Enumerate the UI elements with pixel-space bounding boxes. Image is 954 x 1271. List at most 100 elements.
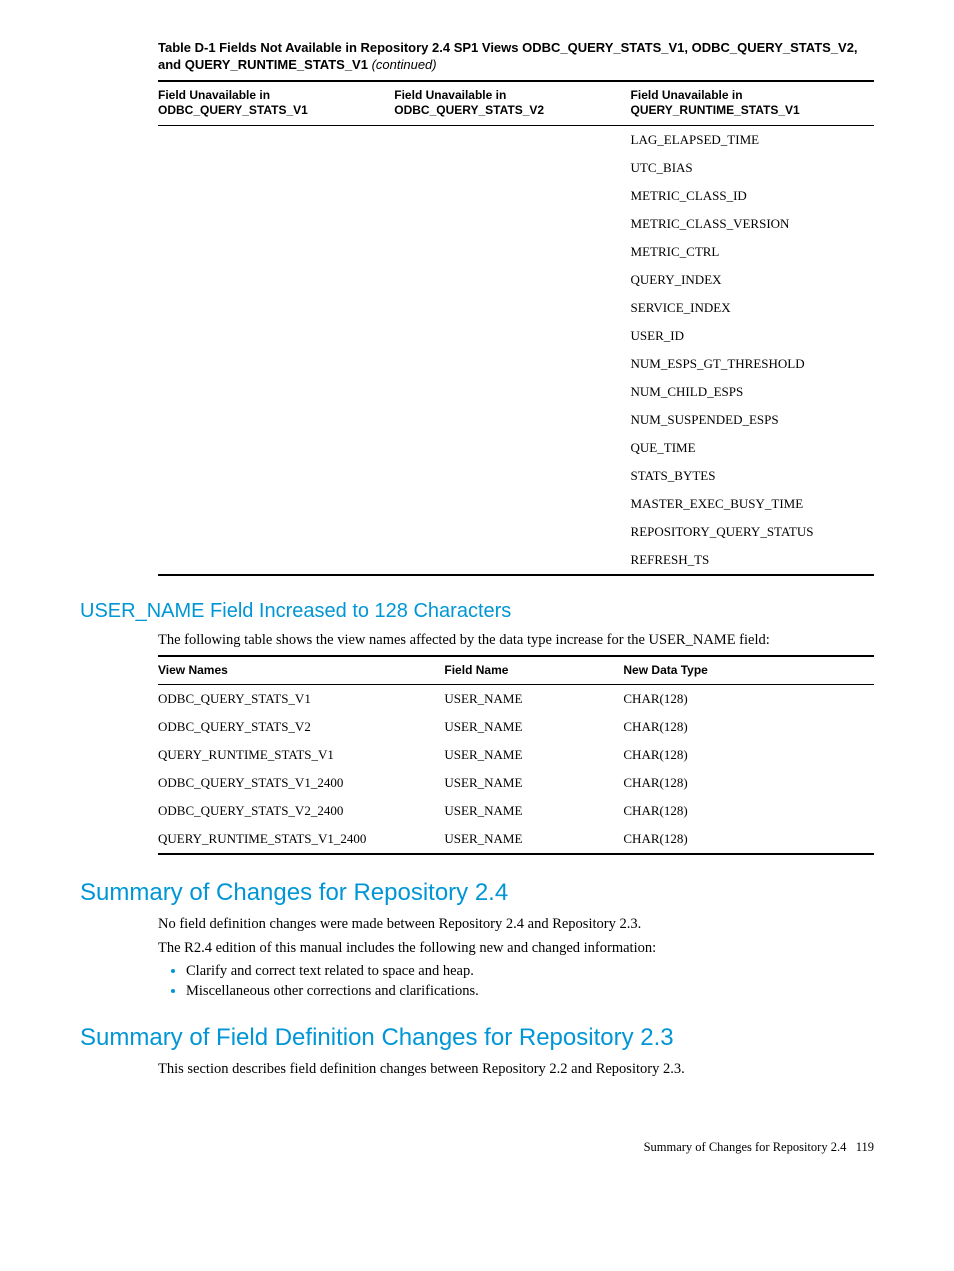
table-cell: ODBC_QUERY_STATS_V1_2400: [158, 769, 444, 797]
table-cell: [394, 462, 630, 490]
section1-heading: USER_NAME Field Increased to 128 Charact…: [80, 600, 874, 623]
table-row: METRIC_CLASS_ID: [158, 182, 874, 210]
table-row: ODBC_QUERY_STATS_V2_2400USER_NAMECHAR(12…: [158, 797, 874, 825]
table-cell: [394, 322, 630, 350]
table-cell: [158, 434, 394, 462]
table-row: USER_ID: [158, 322, 874, 350]
table-cell: REFRESH_TS: [631, 546, 874, 575]
table2-h3: New Data Type: [623, 656, 874, 685]
table-cell: USER_NAME: [444, 825, 623, 854]
table1-caption: Table D-1 Fields Not Available in Reposi…: [158, 40, 874, 74]
table-cell: MASTER_EXEC_BUSY_TIME: [631, 490, 874, 518]
table-cell: QUE_TIME: [631, 434, 874, 462]
table-row: QUERY_INDEX: [158, 266, 874, 294]
table-cell: STATS_BYTES: [631, 462, 874, 490]
table-cell: [158, 518, 394, 546]
table-cell: NUM_ESPS_GT_THRESHOLD: [631, 350, 874, 378]
table-row: STATS_BYTES: [158, 462, 874, 490]
table-row: UTC_BIAS: [158, 154, 874, 182]
table-cell: USER_NAME: [444, 713, 623, 741]
table-row: METRIC_CTRL: [158, 238, 874, 266]
table2-h1: View Names: [158, 656, 444, 685]
table-cell: [158, 182, 394, 210]
table2-header-row: View Names Field Name New Data Type: [158, 656, 874, 685]
table-cell: USER_NAME: [444, 769, 623, 797]
section2-heading: Summary of Changes for Repository 2.4: [80, 879, 874, 907]
table-cell: REPOSITORY_QUERY_STATUS: [631, 518, 874, 546]
table1-h2b: ODBC_QUERY_STATS_V2: [394, 103, 544, 117]
table-cell: NUM_SUSPENDED_ESPS: [631, 406, 874, 434]
table-cell: [158, 125, 394, 154]
section3-heading: Summary of Field Definition Changes for …: [80, 1024, 874, 1052]
footer-page: 119: [856, 1140, 874, 1154]
table-row: REFRESH_TS: [158, 546, 874, 575]
section2-p2: The R2.4 edition of this manual includes…: [158, 939, 874, 959]
table-cell: [394, 154, 630, 182]
table1-h3b: QUERY_RUNTIME_STATS_V1: [631, 103, 800, 117]
table-cell: [394, 546, 630, 575]
table-cell: METRIC_CTRL: [631, 238, 874, 266]
table-row: NUM_ESPS_GT_THRESHOLD: [158, 350, 874, 378]
table-cell: [394, 490, 630, 518]
table-cell: METRIC_CLASS_ID: [631, 182, 874, 210]
table-cell: USER_NAME: [444, 797, 623, 825]
table-cell: [158, 462, 394, 490]
table-cell: [394, 518, 630, 546]
table-row: ODBC_QUERY_STATS_V2USER_NAMECHAR(128): [158, 713, 874, 741]
list-item: Miscellaneous other corrections and clar…: [186, 982, 874, 1000]
table1-caption-continued: (continued): [372, 57, 437, 72]
table1-header-row: Field Unavailable in ODBC_QUERY_STATS_V1…: [158, 81, 874, 126]
table-cell: [158, 154, 394, 182]
table-row: NUM_CHILD_ESPS: [158, 378, 874, 406]
page-footer: Summary of Changes for Repository 2.4 11…: [80, 1140, 874, 1155]
table1-h2a: Field Unavailable in: [394, 88, 506, 102]
table-cell: [158, 490, 394, 518]
table-cell: CHAR(128): [623, 797, 874, 825]
table-row: ODBC_QUERY_STATS_V1_2400USER_NAMECHAR(12…: [158, 769, 874, 797]
table-cell: CHAR(128): [623, 741, 874, 769]
table-row: QUE_TIME: [158, 434, 874, 462]
table1-caption-text: Table D-1 Fields Not Available in Reposi…: [158, 40, 858, 72]
table-cell: CHAR(128): [623, 769, 874, 797]
table-row: NUM_SUSPENDED_ESPS: [158, 406, 874, 434]
table-cell: [394, 182, 630, 210]
section2-bullets: Clarify and correct text related to spac…: [158, 962, 874, 1000]
table-row: SERVICE_INDEX: [158, 294, 874, 322]
footer-text: Summary of Changes for Repository 2.4: [644, 1140, 847, 1154]
table-cell: METRIC_CLASS_VERSION: [631, 210, 874, 238]
table-cell: SERVICE_INDEX: [631, 294, 874, 322]
table-row: MASTER_EXEC_BUSY_TIME: [158, 490, 874, 518]
table-cell: USER_NAME: [444, 685, 623, 714]
table1-h1a: Field Unavailable in: [158, 88, 270, 102]
table-cell: QUERY_INDEX: [631, 266, 874, 294]
table-cell: [394, 294, 630, 322]
table-cell: CHAR(128): [623, 713, 874, 741]
table-row: ODBC_QUERY_STATS_V1USER_NAMECHAR(128): [158, 685, 874, 714]
table-cell: [158, 238, 394, 266]
table1-h1b: ODBC_QUERY_STATS_V1: [158, 103, 308, 117]
table-row: METRIC_CLASS_VERSION: [158, 210, 874, 238]
table-cell: ODBC_QUERY_STATS_V1: [158, 685, 444, 714]
table-cell: [394, 434, 630, 462]
list-item: Clarify and correct text related to spac…: [186, 962, 874, 980]
table-cell: [158, 546, 394, 575]
table-cell: USER_ID: [631, 322, 874, 350]
table-cell: ODBC_QUERY_STATS_V2: [158, 713, 444, 741]
table-cell: NUM_CHILD_ESPS: [631, 378, 874, 406]
table1-h3a: Field Unavailable in: [631, 88, 743, 102]
table-cell: [394, 266, 630, 294]
table-cell: [394, 406, 630, 434]
table-row: LAG_ELAPSED_TIME: [158, 125, 874, 154]
table-cell: QUERY_RUNTIME_STATS_V1_2400: [158, 825, 444, 854]
table-cell: USER_NAME: [444, 741, 623, 769]
table-cell: [158, 406, 394, 434]
table-cell: LAG_ELAPSED_TIME: [631, 125, 874, 154]
table-cell: [394, 238, 630, 266]
table-cell: [394, 378, 630, 406]
table2-h2: Field Name: [444, 656, 623, 685]
table-cell: [158, 294, 394, 322]
table1: Field Unavailable in ODBC_QUERY_STATS_V1…: [158, 80, 874, 576]
table-row: QUERY_RUNTIME_STATS_V1_2400USER_NAMECHAR…: [158, 825, 874, 854]
table2: View Names Field Name New Data Type ODBC…: [158, 655, 874, 856]
table-cell: [158, 210, 394, 238]
